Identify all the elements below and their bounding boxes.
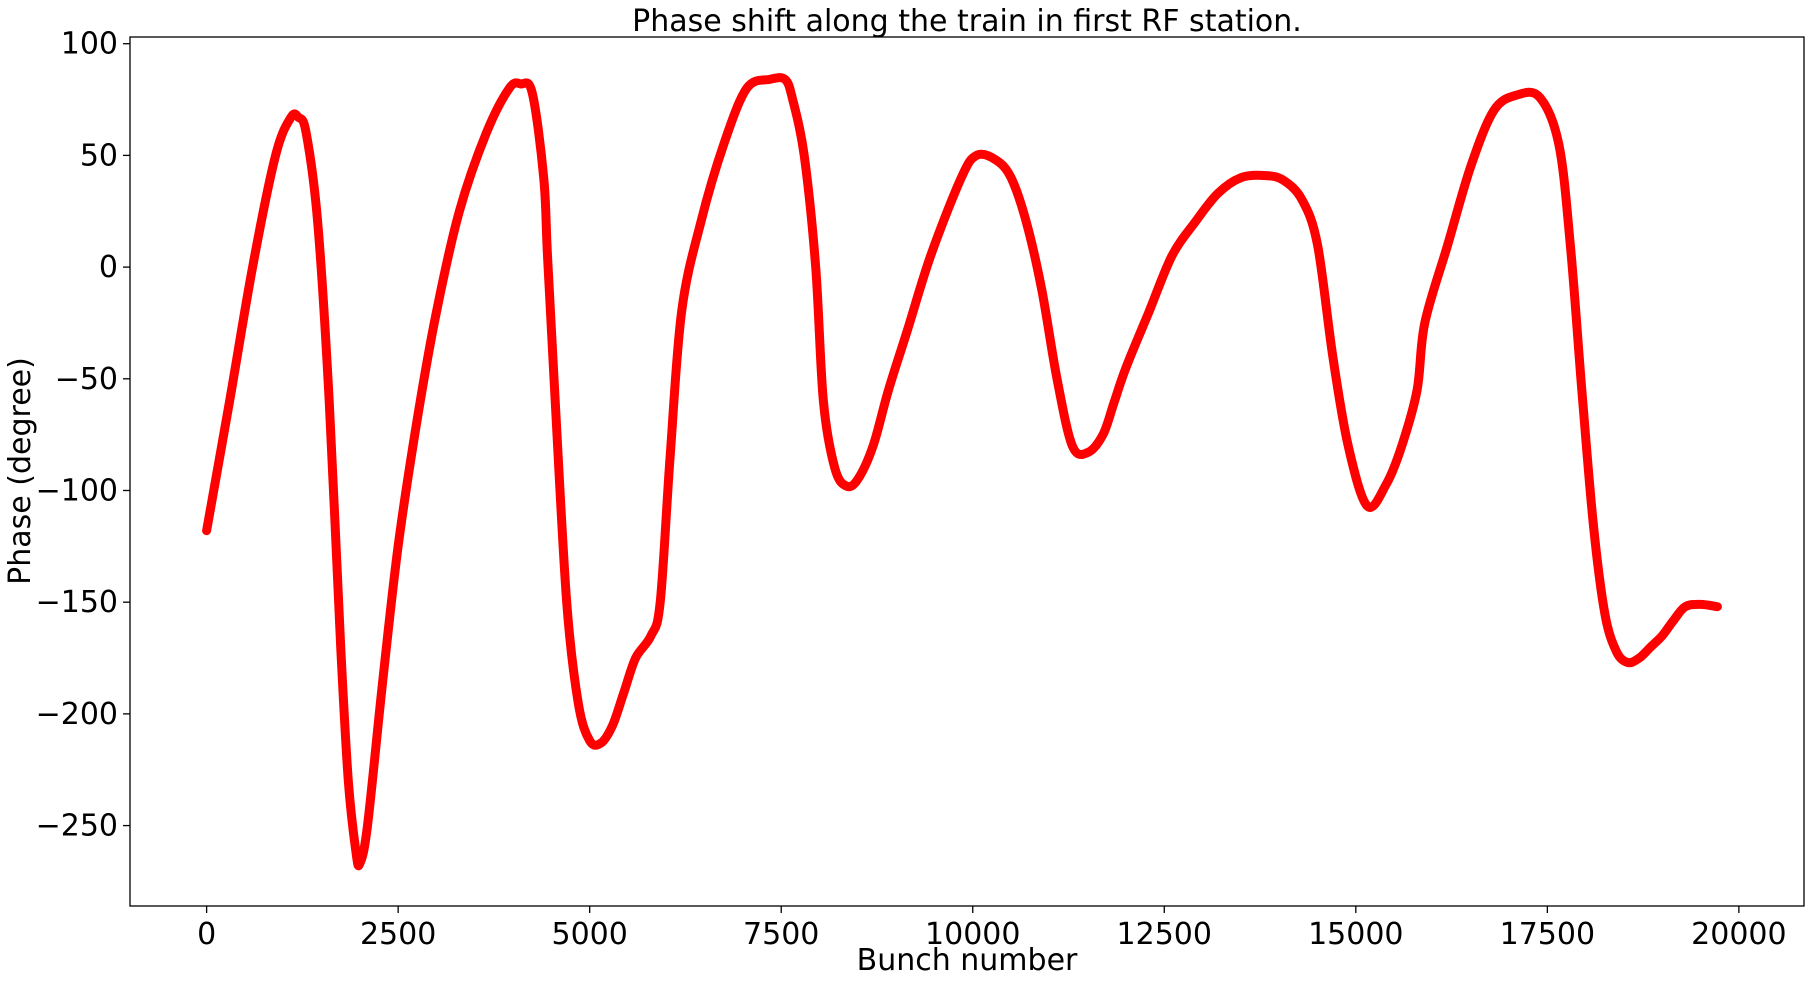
x-tick-label: 20000 — [1691, 917, 1786, 952]
x-axis-label: Bunch number — [857, 943, 1078, 978]
y-tick-label: 50 — [80, 138, 118, 173]
y-tick-label: −200 — [36, 697, 118, 732]
x-tick-label: 7500 — [743, 917, 819, 952]
y-tick-label: −50 — [55, 362, 118, 397]
x-tick-label: 2500 — [360, 917, 436, 952]
x-tick-label: 0 — [197, 917, 216, 952]
x-tick-label: 15000 — [1308, 917, 1403, 952]
y-axis-label: Phase (degree) — [3, 357, 38, 585]
x-tick-label: 10000 — [925, 917, 1020, 952]
chart-title: Phase shift along the train in first RF … — [632, 4, 1302, 39]
y-axis-ticks: 100 50 0 −50 −100 −150 −200 −250 — [36, 27, 130, 844]
x-axis-ticks: 0 2500 5000 7500 10000 12500 15000 17500 20000 — [197, 906, 1787, 952]
y-tick-label: −250 — [36, 809, 118, 844]
x-tick-label: 17500 — [1500, 917, 1595, 952]
y-tick-label: −150 — [36, 585, 118, 620]
plot-area-frame — [129, 36, 1805, 907]
phase-series-line — [202, 73, 1722, 871]
y-tick-label: 0 — [99, 250, 118, 285]
y-tick-label: −100 — [36, 473, 118, 508]
series-group — [202, 73, 1722, 871]
x-tick-label: 12500 — [1117, 917, 1212, 952]
y-tick-label: 100 — [61, 27, 118, 62]
x-tick-label: 5000 — [551, 917, 627, 952]
